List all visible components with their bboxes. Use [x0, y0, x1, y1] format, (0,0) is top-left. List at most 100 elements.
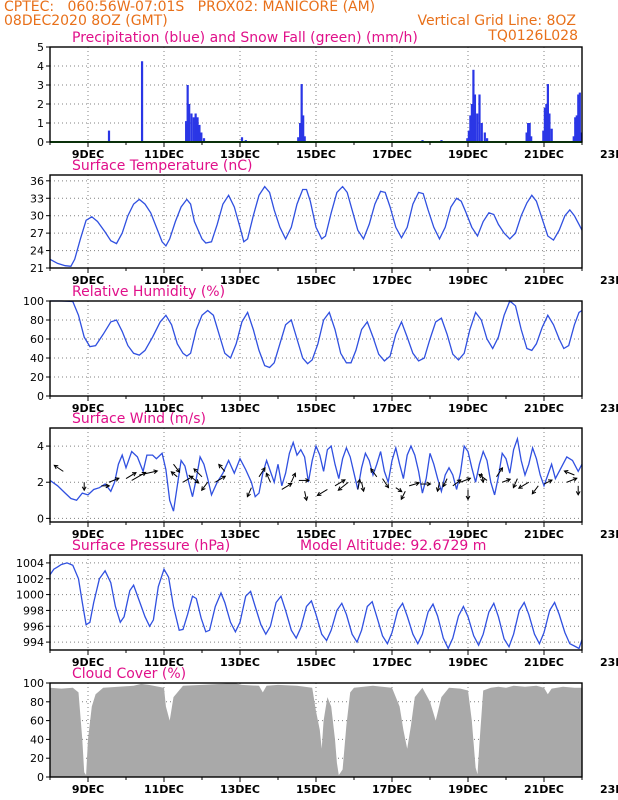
x-tick-label: 9DEC	[72, 402, 104, 415]
x-tick-label: 17DEC	[372, 656, 412, 669]
wind-vector-head	[218, 463, 223, 469]
y-tick-label: 100	[23, 295, 44, 308]
wind-vector-head	[442, 482, 447, 488]
precip-bar	[240, 137, 244, 142]
x-tick-label: 23DEC	[600, 402, 618, 415]
wind-vector-head	[426, 481, 432, 487]
precip-bar	[480, 123, 483, 142]
wind-vector-head	[435, 487, 441, 493]
wind-vector-head	[356, 478, 362, 484]
wind-vector-head	[305, 478, 310, 483]
wind-vector-head	[465, 495, 471, 501]
precip-bar	[467, 130, 470, 142]
precip-bar	[472, 69, 475, 142]
precip-bar	[528, 123, 531, 142]
precip-bar	[185, 121, 188, 142]
wind-vector-head	[287, 482, 293, 488]
precip-bar	[200, 132, 203, 142]
x-tick-label: 23DEC	[600, 274, 618, 287]
precip-bar	[572, 136, 575, 142]
precip-bar	[530, 136, 533, 142]
wind-vector	[170, 471, 178, 478]
x-tick-label: 19DEC	[448, 402, 488, 415]
wind-vector-head	[141, 471, 147, 477]
x-tick-label: 11DEC	[144, 148, 184, 161]
x-tick-label: 17DEC	[372, 528, 412, 541]
x-tick-label: 23DEC	[600, 528, 618, 541]
y-tick-label: 24	[30, 245, 44, 258]
wind-vector	[246, 487, 252, 497]
wind-vector	[531, 485, 539, 495]
wind-vector-head	[572, 477, 578, 482]
wind-vector-head	[498, 466, 504, 472]
x-tick-label: 17DEC	[372, 402, 412, 415]
x-tick-label: 9DEC	[72, 528, 104, 541]
y-tick-label: 80	[30, 696, 44, 709]
wind-vector	[188, 474, 200, 484]
panel-humidity: Relative Humidity (%) 0 20 40 60 80 100 9DEC 11D…	[23, 284, 618, 415]
wind-vector-head	[246, 492, 251, 498]
wind-vector	[304, 491, 308, 501]
y-tick-label: 2	[37, 476, 44, 489]
x-tick-label: 9DEC	[72, 656, 104, 669]
x-tick-label: 13DEC	[220, 783, 260, 796]
y-tick-label: 100	[23, 677, 44, 690]
x-tick-label: 13DEC	[220, 148, 260, 161]
precip-bar	[198, 124, 201, 142]
wind-vector-head	[316, 491, 322, 496]
wind-vector	[215, 475, 226, 483]
y-tick-label: 0	[37, 136, 44, 149]
precip-bar	[473, 94, 477, 142]
y-tick-label: 2	[37, 98, 44, 111]
wind-vector	[370, 468, 378, 478]
y-tick-label: 21	[30, 262, 44, 275]
panel-title: Surface Wind (m/s)	[72, 411, 206, 427]
precip-bar	[577, 94, 580, 142]
precip-bar	[545, 104, 548, 142]
precip-bar	[107, 130, 111, 142]
wind-vector-head	[547, 479, 553, 484]
precip-bar	[190, 113, 193, 142]
wind-vector	[361, 482, 365, 492]
x-tick-label: 19DEC	[448, 528, 488, 541]
wind-vector-head	[105, 483, 111, 489]
wind-vector-head	[193, 468, 198, 473]
wind-vector-head	[303, 496, 309, 502]
x-tick-label: 15DEC	[296, 783, 336, 796]
x-tick-label: 15DEC	[296, 656, 336, 669]
wind-vector-head	[563, 470, 569, 475]
wind-vector-head	[153, 469, 159, 475]
x-tick-label: 11DEC	[144, 274, 184, 287]
wind-vector	[452, 479, 462, 487]
panel-title: Surface Pressure (hPa)	[72, 538, 230, 554]
wind-vector	[478, 474, 488, 481]
precip-bar	[548, 113, 551, 142]
x-tick-label: 11DEC	[144, 528, 184, 541]
wind-vector	[395, 487, 403, 493]
wind-vector-head	[517, 484, 523, 489]
wind-vector	[139, 470, 158, 476]
wind-vector	[564, 470, 575, 476]
x-tick-label: 17DEC	[372, 148, 412, 161]
precip-bar	[303, 136, 306, 142]
wind-vector	[125, 472, 137, 480]
precip-bar	[542, 130, 545, 142]
panel-precip: Precipitation (blue) and Snow Fall (gree…	[37, 30, 618, 161]
panel-annotation: Model Altitude: 92.6729 m	[300, 538, 486, 554]
wind-vector-head	[340, 479, 346, 484]
precip-bar	[478, 94, 481, 142]
y-tick-label: 0	[37, 512, 44, 525]
y-tick-label: 4	[37, 440, 44, 453]
x-tick-label: 9DEC	[72, 274, 104, 287]
x-tick-label: 19DEC	[448, 783, 488, 796]
precip-bar	[486, 138, 489, 142]
header-model-code: TQ0126L028	[488, 28, 578, 44]
y-tick-label: 994	[23, 636, 44, 649]
precip-bar	[188, 104, 191, 142]
y-tick-label: 1002	[16, 573, 44, 586]
wind-vector-head	[384, 483, 390, 489]
x-tick-label: 13DEC	[220, 656, 260, 669]
x-tick-label: 13DEC	[220, 402, 260, 415]
y-tick-label: 40	[30, 352, 44, 365]
wind-vector-head	[114, 477, 120, 482]
